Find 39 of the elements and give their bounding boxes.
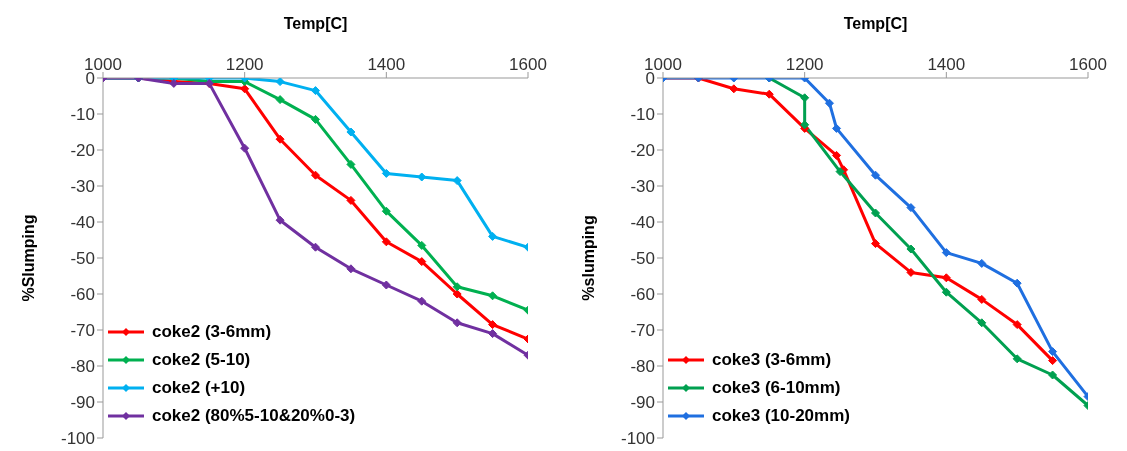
y-tick-label: -30 [70, 177, 95, 197]
y-tick-label: -80 [630, 357, 655, 377]
x-tick-label: 1400 [927, 55, 966, 74]
x-axis-title: Temp[C] [843, 15, 908, 33]
legend-label: coke2 (80%5-10&20%0-3) [152, 405, 356, 427]
x-tick-label: 1600 [509, 55, 547, 74]
legend-label: coke2 (+10) [152, 377, 246, 399]
y-tick-label: -80 [70, 357, 95, 377]
y-tick-label: -40 [630, 213, 655, 233]
x-tick-label: 1400 [367, 55, 406, 74]
y-tick-label: -70 [70, 321, 95, 341]
x-axis-title: Temp[C] [283, 15, 348, 33]
legend-label: coke2 (3-6mm) [152, 321, 272, 343]
y-tick-label: -20 [630, 141, 655, 161]
y-tick-label: -100 [620, 429, 655, 449]
legend-label: coke3 (10-20mm) [712, 405, 850, 427]
y-axis-title: %Slumping [19, 214, 37, 302]
x-tick-label: 1200 [785, 55, 824, 74]
y-tick-label: -100 [60, 429, 95, 449]
legend-label: coke3 (3-6mm) [712, 349, 832, 371]
x-tick-label: 1200 [225, 55, 264, 74]
y-axis-title: %slumping [579, 215, 597, 301]
y-tick-label: -70 [630, 321, 655, 341]
y-tick-label: -60 [70, 285, 95, 305]
legend-label: coke3 (6-10mm) [712, 377, 841, 399]
y-tick-label: -40 [70, 213, 95, 233]
x-tick-label: 1600 [1069, 55, 1107, 74]
y-tick-label: 0 [85, 69, 95, 89]
y-tick-label: -20 [70, 141, 95, 161]
y-tick-label: -10 [630, 105, 655, 125]
y-tick-label: -50 [70, 249, 95, 269]
y-tick-label: -90 [70, 393, 95, 413]
y-tick-label: -50 [630, 249, 655, 269]
y-tick-label: 0 [645, 69, 655, 89]
y-tick-label: -90 [630, 393, 655, 413]
y-tick-label: -10 [70, 105, 95, 125]
y-tick-label: -60 [630, 285, 655, 305]
y-tick-label: -30 [630, 177, 655, 197]
legend-label: coke2 (5-10) [152, 349, 251, 371]
